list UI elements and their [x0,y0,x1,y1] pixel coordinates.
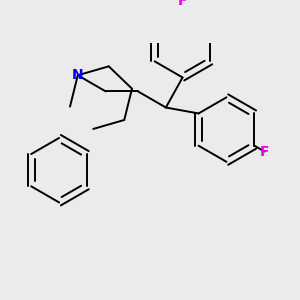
Text: F: F [260,145,269,159]
Text: F: F [178,0,187,8]
Text: N: N [72,68,84,82]
